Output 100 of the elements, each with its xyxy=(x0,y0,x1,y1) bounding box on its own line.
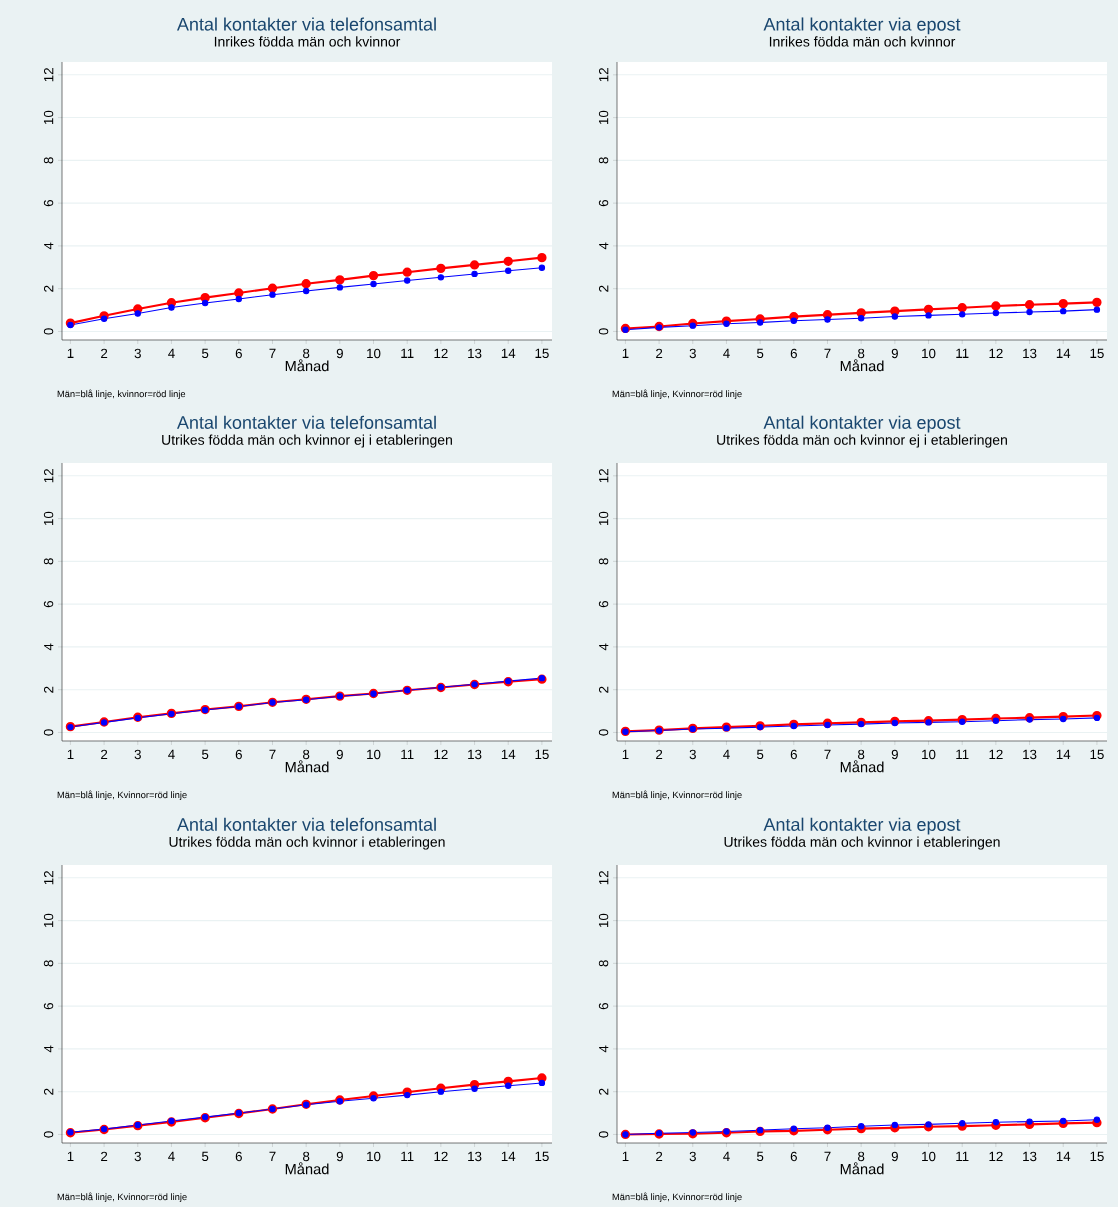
y-tick-label: 12 xyxy=(43,469,54,483)
x-tick-label: 2 xyxy=(656,1151,663,1162)
chart-title: Antal kontakter via epost xyxy=(763,17,961,35)
x-tick-label: 11 xyxy=(401,348,414,358)
x-tick-label: 15 xyxy=(535,749,549,760)
x-tick-label: 3 xyxy=(689,749,696,760)
x-tick-label: 2 xyxy=(656,348,663,359)
x-tick-label: 12 xyxy=(434,749,448,760)
y-tick-label: 0 xyxy=(598,328,609,335)
y-tick-label: 6 xyxy=(598,200,609,207)
x-tick-label: 1 xyxy=(67,1151,74,1161)
chart-subtitle: Inrikes födda män och kvinnor xyxy=(214,36,401,47)
x-tick-label: 7 xyxy=(824,1151,831,1161)
y-tick-label: 6 xyxy=(43,200,54,207)
x-tick-label: 8 xyxy=(858,1151,865,1162)
x-tick-label: 8 xyxy=(858,348,865,359)
y-tick-label: 10 xyxy=(43,913,54,927)
y-tick-label: 2 xyxy=(598,285,609,292)
y-tick-label: 2 xyxy=(598,1088,609,1095)
x-tick-label: 4 xyxy=(723,749,730,759)
x-tick-label: 5 xyxy=(201,348,209,358)
text: Män=blå linje, Kvinnor=röd linje xyxy=(612,389,742,400)
x-tick-label: 9 xyxy=(891,1151,898,1162)
x-tick-label: 15 xyxy=(535,348,549,358)
x-tick-label: 12 xyxy=(989,749,1003,760)
y-tick-label: 8 xyxy=(43,157,54,164)
x-tick-label: 6 xyxy=(790,749,797,760)
x-axis-title: Månad xyxy=(285,359,329,372)
x-tick-label: 14 xyxy=(1056,749,1071,759)
x-tick-label: 12 xyxy=(434,1151,448,1162)
text: Män=blå linje, Kvinnor=röd linje xyxy=(57,790,187,801)
x-tick-label: 7 xyxy=(269,1151,276,1161)
x-tick-label: 12 xyxy=(434,348,448,359)
x-tick-label: 13 xyxy=(468,749,482,760)
x-tick-label: 7 xyxy=(269,348,276,358)
x-axis-title: Månad xyxy=(840,1162,884,1175)
y-tick-label: 10 xyxy=(598,913,609,927)
y-tick-label: 0 xyxy=(43,328,54,335)
x-tick-label: 11 xyxy=(956,1151,969,1161)
x-tick-label: 5 xyxy=(201,1151,209,1162)
x-tick-label: 14 xyxy=(1056,348,1071,358)
x-tick-label: 6 xyxy=(790,1151,797,1162)
x-tick-label: 5 xyxy=(201,749,209,760)
y-tick-label: 6 xyxy=(43,601,54,608)
x-tick-label: 10 xyxy=(922,1151,936,1162)
x-tick-label: 3 xyxy=(134,348,141,359)
x-tick-label: 10 xyxy=(367,1151,381,1162)
x-tick-label: 9 xyxy=(336,1151,343,1162)
chart-title: Antal kontakter via epost xyxy=(763,415,961,433)
text: Män=blå linje, Kvinnor=röd linje xyxy=(612,1192,742,1203)
y-tick-label: 12 xyxy=(43,871,54,885)
y-tick-label: 2 xyxy=(43,1088,54,1095)
x-tick-label: 8 xyxy=(858,749,865,760)
x-tick-label: 2 xyxy=(656,749,663,760)
x-tick-label: 8 xyxy=(303,348,310,359)
x-tick-label: 1 xyxy=(622,749,629,759)
chart-subtitle: Utrikes födda män och kvinnor i etableringen xyxy=(724,836,1000,850)
x-tick-label: 10 xyxy=(922,749,936,760)
y-tick-label: 8 xyxy=(598,558,609,565)
x-tick-label: 6 xyxy=(790,348,797,359)
x-tick-label: 4 xyxy=(723,1151,730,1161)
y-tick-label: 8 xyxy=(43,558,54,565)
x-tick-label: 14 xyxy=(501,1151,516,1161)
x-tick-label: 11 xyxy=(956,348,969,358)
x-tick-label: 2 xyxy=(101,1151,108,1162)
x-tick-label: 3 xyxy=(134,749,141,760)
x-tick-label: 5 xyxy=(756,348,764,358)
x-tick-label: 8 xyxy=(303,749,310,760)
x-tick-label: 6 xyxy=(235,749,242,760)
x-axis-title: Månad xyxy=(840,760,884,773)
x-tick-label: 13 xyxy=(1023,348,1037,359)
y-tick-label: 0 xyxy=(43,1131,54,1138)
x-tick-label: 6 xyxy=(235,1151,242,1162)
y-tick-label: 4 xyxy=(599,643,609,651)
x-tick-label: 12 xyxy=(989,1151,1003,1162)
y-tick-label: 6 xyxy=(598,1003,609,1010)
x-tick-label: 11 xyxy=(956,749,969,759)
y-tick-label: 6 xyxy=(43,1003,54,1010)
x-tick-label: 15 xyxy=(1090,1151,1104,1162)
y-tick-label: 8 xyxy=(43,960,54,967)
x-tick-label: 7 xyxy=(824,348,831,358)
x-tick-label: 9 xyxy=(336,749,343,760)
chart-title: Antal kontakter via telefonsamtal xyxy=(176,17,436,31)
y-tick-label: 10 xyxy=(598,110,609,124)
x-tick-label: 7 xyxy=(824,749,831,759)
chart-subtitle: Utrikes födda män och kvinnor ej i etableringen xyxy=(162,434,452,448)
x-tick-label: 14 xyxy=(1056,1151,1071,1161)
x-tick-label: 14 xyxy=(501,749,516,759)
y-tick-label: 2 xyxy=(43,686,54,693)
x-tick-label: 10 xyxy=(367,749,381,760)
x-tick-label: 13 xyxy=(468,348,482,359)
y-tick-label: 4 xyxy=(599,1045,609,1053)
y-tick-label: 12 xyxy=(598,68,609,82)
y-tick-label: 6 xyxy=(598,601,609,608)
y-tick-label: 10 xyxy=(43,110,54,124)
x-tick-label: 10 xyxy=(367,348,381,359)
x-axis-title: Månad xyxy=(285,1162,329,1175)
y-tick-label: 12 xyxy=(598,871,609,885)
text: Män=blå linje, Kvinnor=röd linje xyxy=(57,1192,187,1203)
y-tick-label: 12 xyxy=(43,68,54,82)
